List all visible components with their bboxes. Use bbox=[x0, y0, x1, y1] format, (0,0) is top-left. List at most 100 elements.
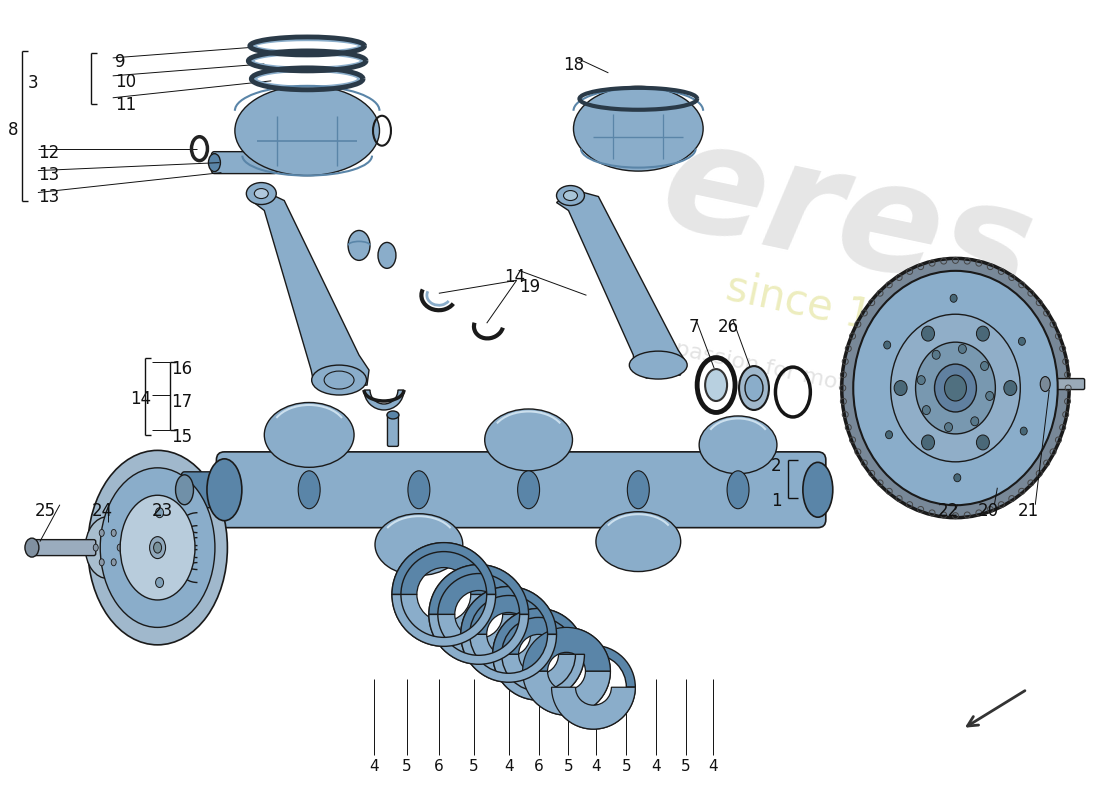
Text: 2: 2 bbox=[771, 457, 782, 475]
Text: 3: 3 bbox=[28, 74, 38, 92]
Wedge shape bbox=[461, 586, 557, 634]
FancyBboxPatch shape bbox=[30, 540, 96, 555]
Ellipse shape bbox=[408, 471, 430, 509]
Ellipse shape bbox=[945, 422, 953, 432]
Ellipse shape bbox=[971, 417, 979, 426]
Text: 1: 1 bbox=[771, 492, 782, 510]
Text: 24: 24 bbox=[91, 502, 113, 520]
Ellipse shape bbox=[264, 402, 354, 467]
Text: 10: 10 bbox=[114, 73, 135, 91]
Wedge shape bbox=[364, 390, 404, 410]
Ellipse shape bbox=[923, 406, 931, 414]
Text: 6: 6 bbox=[534, 759, 543, 774]
Ellipse shape bbox=[94, 544, 98, 551]
Text: 14: 14 bbox=[504, 268, 525, 286]
Wedge shape bbox=[429, 614, 529, 664]
Ellipse shape bbox=[950, 294, 957, 302]
Ellipse shape bbox=[150, 537, 166, 558]
Text: 5: 5 bbox=[403, 759, 411, 774]
Wedge shape bbox=[392, 542, 496, 594]
Ellipse shape bbox=[958, 345, 967, 354]
Ellipse shape bbox=[980, 362, 989, 370]
Wedge shape bbox=[461, 586, 557, 634]
Text: 16: 16 bbox=[172, 360, 192, 378]
FancyBboxPatch shape bbox=[217, 452, 826, 528]
Ellipse shape bbox=[99, 530, 104, 537]
Wedge shape bbox=[551, 687, 636, 729]
Wedge shape bbox=[461, 634, 557, 682]
Ellipse shape bbox=[311, 365, 366, 395]
Ellipse shape bbox=[915, 342, 996, 434]
Ellipse shape bbox=[739, 366, 769, 410]
Ellipse shape bbox=[1020, 427, 1027, 435]
Wedge shape bbox=[522, 671, 611, 715]
Ellipse shape bbox=[100, 468, 214, 627]
Text: 8: 8 bbox=[8, 121, 19, 138]
Text: 25: 25 bbox=[35, 502, 56, 520]
Text: 6: 6 bbox=[434, 759, 443, 774]
Ellipse shape bbox=[891, 314, 1021, 462]
Ellipse shape bbox=[86, 517, 130, 578]
Wedge shape bbox=[461, 634, 557, 682]
Ellipse shape bbox=[1041, 377, 1050, 391]
Ellipse shape bbox=[99, 559, 104, 566]
Wedge shape bbox=[522, 671, 611, 715]
Ellipse shape bbox=[977, 435, 989, 450]
FancyBboxPatch shape bbox=[1044, 378, 1085, 390]
Ellipse shape bbox=[596, 512, 681, 571]
Ellipse shape bbox=[922, 435, 935, 450]
Ellipse shape bbox=[324, 371, 354, 389]
Ellipse shape bbox=[727, 471, 749, 509]
Ellipse shape bbox=[375, 514, 463, 575]
Ellipse shape bbox=[120, 495, 195, 600]
Text: 17: 17 bbox=[172, 393, 192, 411]
Wedge shape bbox=[392, 594, 496, 646]
Ellipse shape bbox=[986, 391, 993, 401]
Wedge shape bbox=[392, 542, 496, 594]
Text: 18: 18 bbox=[563, 56, 584, 74]
Ellipse shape bbox=[854, 271, 1058, 506]
Text: 26: 26 bbox=[718, 318, 739, 336]
Ellipse shape bbox=[176, 475, 194, 505]
Text: 5: 5 bbox=[563, 759, 573, 774]
Ellipse shape bbox=[883, 341, 891, 349]
FancyBboxPatch shape bbox=[211, 152, 277, 174]
Wedge shape bbox=[522, 627, 611, 671]
Text: 4: 4 bbox=[504, 759, 514, 774]
Ellipse shape bbox=[894, 381, 908, 395]
Wedge shape bbox=[493, 609, 584, 654]
Ellipse shape bbox=[886, 430, 892, 438]
Ellipse shape bbox=[155, 508, 164, 518]
Text: 20: 20 bbox=[978, 502, 999, 520]
Ellipse shape bbox=[387, 411, 399, 419]
Text: 23: 23 bbox=[152, 502, 173, 520]
Ellipse shape bbox=[378, 242, 396, 268]
Text: 5: 5 bbox=[681, 759, 691, 774]
Ellipse shape bbox=[803, 462, 833, 517]
Ellipse shape bbox=[627, 471, 649, 509]
Ellipse shape bbox=[700, 416, 777, 474]
Text: 11: 11 bbox=[114, 96, 136, 114]
Text: 4: 4 bbox=[370, 759, 378, 774]
Ellipse shape bbox=[155, 578, 164, 587]
Text: 9: 9 bbox=[114, 53, 125, 71]
Ellipse shape bbox=[518, 471, 540, 509]
Ellipse shape bbox=[842, 258, 1069, 518]
Ellipse shape bbox=[235, 86, 380, 175]
Ellipse shape bbox=[118, 544, 122, 551]
Text: 14: 14 bbox=[130, 390, 151, 408]
Wedge shape bbox=[392, 594, 496, 646]
Ellipse shape bbox=[88, 450, 228, 645]
Ellipse shape bbox=[705, 369, 727, 401]
Wedge shape bbox=[429, 565, 529, 614]
Ellipse shape bbox=[922, 326, 935, 341]
Wedge shape bbox=[493, 654, 584, 700]
Text: 19: 19 bbox=[518, 278, 540, 296]
Text: 4: 4 bbox=[592, 759, 602, 774]
Text: 5: 5 bbox=[621, 759, 631, 774]
Ellipse shape bbox=[111, 559, 117, 566]
Ellipse shape bbox=[557, 186, 584, 206]
Ellipse shape bbox=[154, 542, 162, 553]
Text: 15: 15 bbox=[172, 428, 192, 446]
Ellipse shape bbox=[25, 538, 39, 557]
